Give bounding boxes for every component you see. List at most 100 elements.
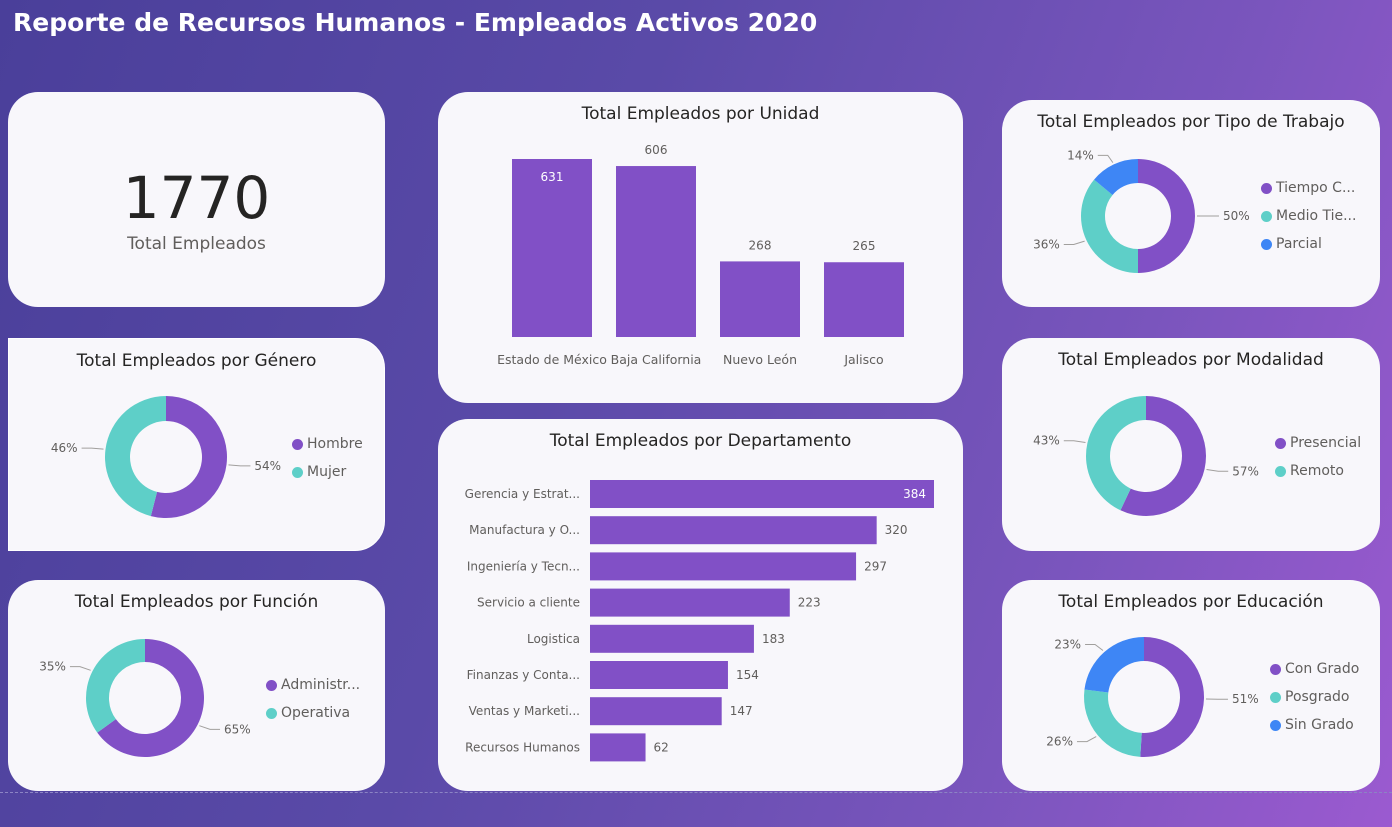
- tipo-card[interactable]: Total Empleados por Tipo de Trabajo 50% 3…: [1002, 100, 1380, 307]
- legend-item[interactable]: Sin Grado: [1270, 711, 1359, 739]
- leader-line: [1206, 469, 1229, 472]
- tipo-title: Total Empleados por Tipo de Trabajo: [1037, 112, 1345, 132]
- tick-label: Ingeniería y Tecn...: [467, 559, 580, 573]
- leader-line: [199, 725, 221, 730]
- tick-label: Finanzas y Conta...: [467, 668, 580, 682]
- tick-label: Servicio a cliente: [477, 596, 580, 610]
- legend-label: Presencial: [1290, 435, 1362, 451]
- leader-line: [1097, 154, 1114, 163]
- data-label: 43%: [1033, 434, 1060, 448]
- legend-dot: [1270, 691, 1281, 703]
- data-label: 50%: [1223, 209, 1250, 223]
- bar[interactable]: [590, 697, 722, 726]
- donut-slice[interactable]: [1138, 159, 1195, 273]
- legend-item[interactable]: Presencial: [1275, 429, 1361, 457]
- legend-item[interactable]: Operativa: [266, 699, 360, 727]
- tick-label: Jalisco: [843, 352, 883, 367]
- donut-slice[interactable]: [97, 639, 204, 757]
- data-label: 35%: [39, 660, 66, 674]
- educacion-card[interactable]: Total Empleados por Educación 51% 26% 23% …: [1002, 580, 1380, 791]
- page-divider: [0, 792, 1392, 793]
- tick-label: Logistica: [527, 632, 580, 646]
- genero-card[interactable]: Total Empleados por Género 54% 46% Hombre…: [8, 338, 385, 551]
- educacion-title: Total Empleados por Educación: [1058, 592, 1324, 612]
- legend-label: Medio Tie...: [1276, 208, 1357, 224]
- data-label: 65%: [224, 722, 251, 736]
- departamento-chart: 384 Gerencia y Estrat... 320 Manufactura y …: [465, 480, 934, 762]
- bar[interactable]: [720, 261, 800, 337]
- leader-line: [1085, 643, 1104, 651]
- data-label: 265: [853, 239, 876, 253]
- bar[interactable]: [616, 166, 696, 337]
- leader-line: [69, 666, 91, 671]
- legend-dot: [1261, 210, 1272, 222]
- modalidad-card[interactable]: Total Empleados por Modalidad 57% 43% Pre…: [1002, 338, 1380, 551]
- legend-item[interactable]: Posgrado: [1270, 683, 1359, 711]
- legend-dot: [292, 466, 303, 478]
- kpi-label: Total Empleados: [127, 234, 266, 254]
- bar[interactable]: [512, 159, 592, 337]
- donut-slice[interactable]: [1094, 159, 1138, 195]
- legend-label: Administr...: [281, 677, 361, 693]
- leader-line: [81, 447, 104, 450]
- legend-dot: [1275, 465, 1286, 477]
- legend-item[interactable]: Tiempo C...: [1261, 174, 1356, 202]
- modalidad-donut: 57% 43%: [1033, 396, 1259, 516]
- unidad-chart: 631 Estado de México 606 Baja California 268…: [497, 143, 904, 367]
- legend-label: Posgrado: [1285, 689, 1350, 705]
- bar[interactable]: [590, 480, 934, 508]
- data-label: 606: [645, 143, 668, 157]
- donut-slice[interactable]: [1120, 396, 1206, 516]
- kpi-card[interactable]: 1770 Total Empleados: [8, 92, 385, 307]
- donut-slice[interactable]: [105, 396, 166, 517]
- bar[interactable]: [824, 262, 904, 337]
- donut-slice[interactable]: [1081, 179, 1138, 273]
- bar[interactable]: [590, 624, 754, 653]
- leader-line: [1063, 440, 1086, 443]
- data-label: 223: [798, 596, 821, 610]
- funcion-legend: Administr... Operativa: [266, 671, 360, 727]
- data-label: 14%: [1067, 148, 1094, 162]
- legend-item[interactable]: Medio Tie...: [1261, 202, 1356, 230]
- legend-label: Hombre: [307, 436, 363, 452]
- donut-slice[interactable]: [1084, 637, 1144, 693]
- bar[interactable]: [590, 552, 857, 581]
- donut-slice[interactable]: [150, 396, 228, 518]
- legend-dot: [266, 679, 277, 691]
- donut-slice[interactable]: [1140, 637, 1204, 757]
- legend-item[interactable]: Hombre: [292, 430, 363, 458]
- legend-dot: [266, 707, 277, 719]
- data-label: 183: [762, 632, 785, 646]
- bar[interactable]: [590, 588, 790, 617]
- legend-dot: [1261, 238, 1272, 250]
- legend-label: Mujer: [307, 464, 347, 480]
- bar[interactable]: [590, 733, 646, 762]
- data-label: 36%: [1033, 238, 1060, 252]
- legend-label: Operativa: [281, 705, 351, 721]
- tick-label: Nuevo León: [723, 352, 797, 367]
- donut-slice[interactable]: [86, 639, 145, 733]
- unidad-card[interactable]: Total Empleados por Unidad 631 Estado de …: [438, 92, 963, 403]
- leader-line: [1063, 240, 1085, 246]
- unidad-title: Total Empleados por Unidad: [581, 104, 820, 124]
- data-label: 631: [541, 170, 564, 184]
- legend-dot: [292, 438, 303, 450]
- legend-item[interactable]: Remoto: [1275, 457, 1361, 485]
- educacion-legend: Con Grado Posgrado Sin Grado: [1270, 655, 1359, 739]
- data-label: 54%: [254, 459, 281, 473]
- data-label: 26%: [1046, 735, 1073, 749]
- departamento-card[interactable]: Total Empleados por Departamento 384 Gere…: [438, 419, 963, 791]
- tick-label: Ventas y Marketi...: [469, 704, 580, 718]
- legend-item[interactable]: Parcial: [1261, 230, 1356, 258]
- bar[interactable]: [590, 516, 877, 545]
- bar[interactable]: [590, 661, 728, 689]
- legend-item[interactable]: Administr...: [266, 671, 360, 699]
- legend-dot: [1270, 663, 1281, 675]
- donut-slice[interactable]: [1084, 689, 1142, 757]
- legend-item[interactable]: Con Grado: [1270, 655, 1359, 683]
- data-label: 51%: [1232, 692, 1259, 706]
- legend-item[interactable]: Mujer: [292, 458, 363, 486]
- legend-dot: [1270, 719, 1281, 731]
- funcion-card[interactable]: Total Empleados por Función 65% 35% Admin…: [8, 580, 385, 791]
- donut-slice[interactable]: [1086, 396, 1146, 511]
